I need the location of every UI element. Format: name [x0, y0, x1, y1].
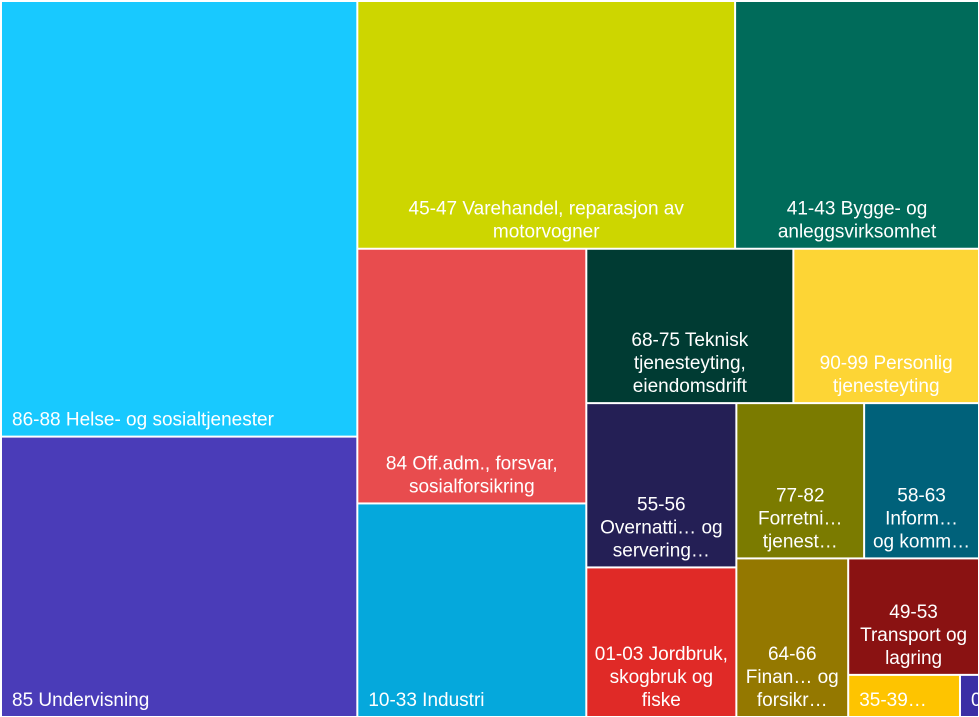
tile-rect: [2, 2, 357, 436]
tile: 77-82 Forretni… tjenest…: [737, 404, 864, 558]
tile: 41-43 Bygge- og anleggsvirksomhet: [736, 2, 978, 248]
tile-rect: [849, 675, 959, 716]
tile: 85 Undervisning: [2, 437, 357, 716]
tile-label: 01-03 Jordbruk, skogbruk og fiske: [595, 644, 728, 711]
tile-label: 90-99 Personlig tjenesteyting: [820, 353, 953, 397]
tile-rect: [736, 2, 978, 248]
tile: 0.: [960, 675, 979, 716]
tile-label: 45-47 Varehandel, reparasjon av motorvogn…: [409, 199, 685, 243]
tile-label: 86-88 Helse- og sosialtjenester: [12, 410, 275, 431]
tile: 64-66 Finan… og forsikr…: [737, 559, 848, 716]
tile-rect: [960, 675, 978, 716]
tile: 55-56 Overnatti… og servering…: [587, 404, 736, 567]
tile-label: 58-63 Inform… og komm…: [873, 485, 970, 552]
tile: 01-03 Jordbruk, skogbruk og fiske: [587, 568, 736, 716]
tile-label: 85 Undervisning: [12, 690, 149, 711]
tile-label: 49-53 Transport og lagring: [860, 602, 967, 669]
tile-label: 77-82 Forretni… tjenest…: [758, 485, 842, 552]
tile-label: 0.: [971, 690, 979, 711]
tile-rect: [865, 404, 978, 558]
tile-label: 55-56 Overnatti… og servering…: [600, 494, 723, 561]
tile-rect: [358, 504, 586, 716]
tile-rect: [794, 249, 978, 403]
tile-rect: [358, 2, 735, 248]
tile-rect: [737, 404, 864, 558]
tile-label: 35-39…: [859, 690, 927, 711]
tile-rect: [2, 437, 357, 716]
tile-rect: [849, 559, 978, 674]
tile: 58-63 Inform… og komm…: [865, 404, 978, 558]
tile: 68-75 Teknisk tjenesteyting, eiendomsdrift: [587, 249, 793, 403]
tile-label: 64-66 Finan… og forsikr…: [746, 644, 839, 711]
tile: 35-39…: [849, 675, 959, 716]
tile: 86-88 Helse- og sosialtjenester: [2, 2, 357, 436]
tile-rect: [587, 249, 793, 403]
tile: 49-53 Transport og lagring: [849, 559, 978, 674]
tile-label: 68-75 Teknisk tjenesteyting, eiendomsdrift: [631, 330, 748, 397]
tile: 45-47 Varehandel, reparasjon av motorvogn…: [358, 2, 735, 248]
tile-label: 41-43 Bygge- og anleggsvirksomhet: [778, 199, 937, 243]
tile-rect: [737, 559, 848, 716]
tile-rect: [358, 249, 586, 503]
tile-rect: [587, 404, 736, 567]
tile-rect: [587, 568, 736, 716]
tile: 84 Off.adm., forsvar, sosialforsikring: [358, 249, 586, 503]
tile-label: 10-33 Industri: [368, 690, 484, 711]
tile: 90-99 Personlig tjenesteyting: [794, 249, 978, 403]
tile-label: 84 Off.adm., forsvar, sosialforsikring: [386, 453, 558, 497]
tile: 10-33 Industri: [358, 504, 586, 716]
